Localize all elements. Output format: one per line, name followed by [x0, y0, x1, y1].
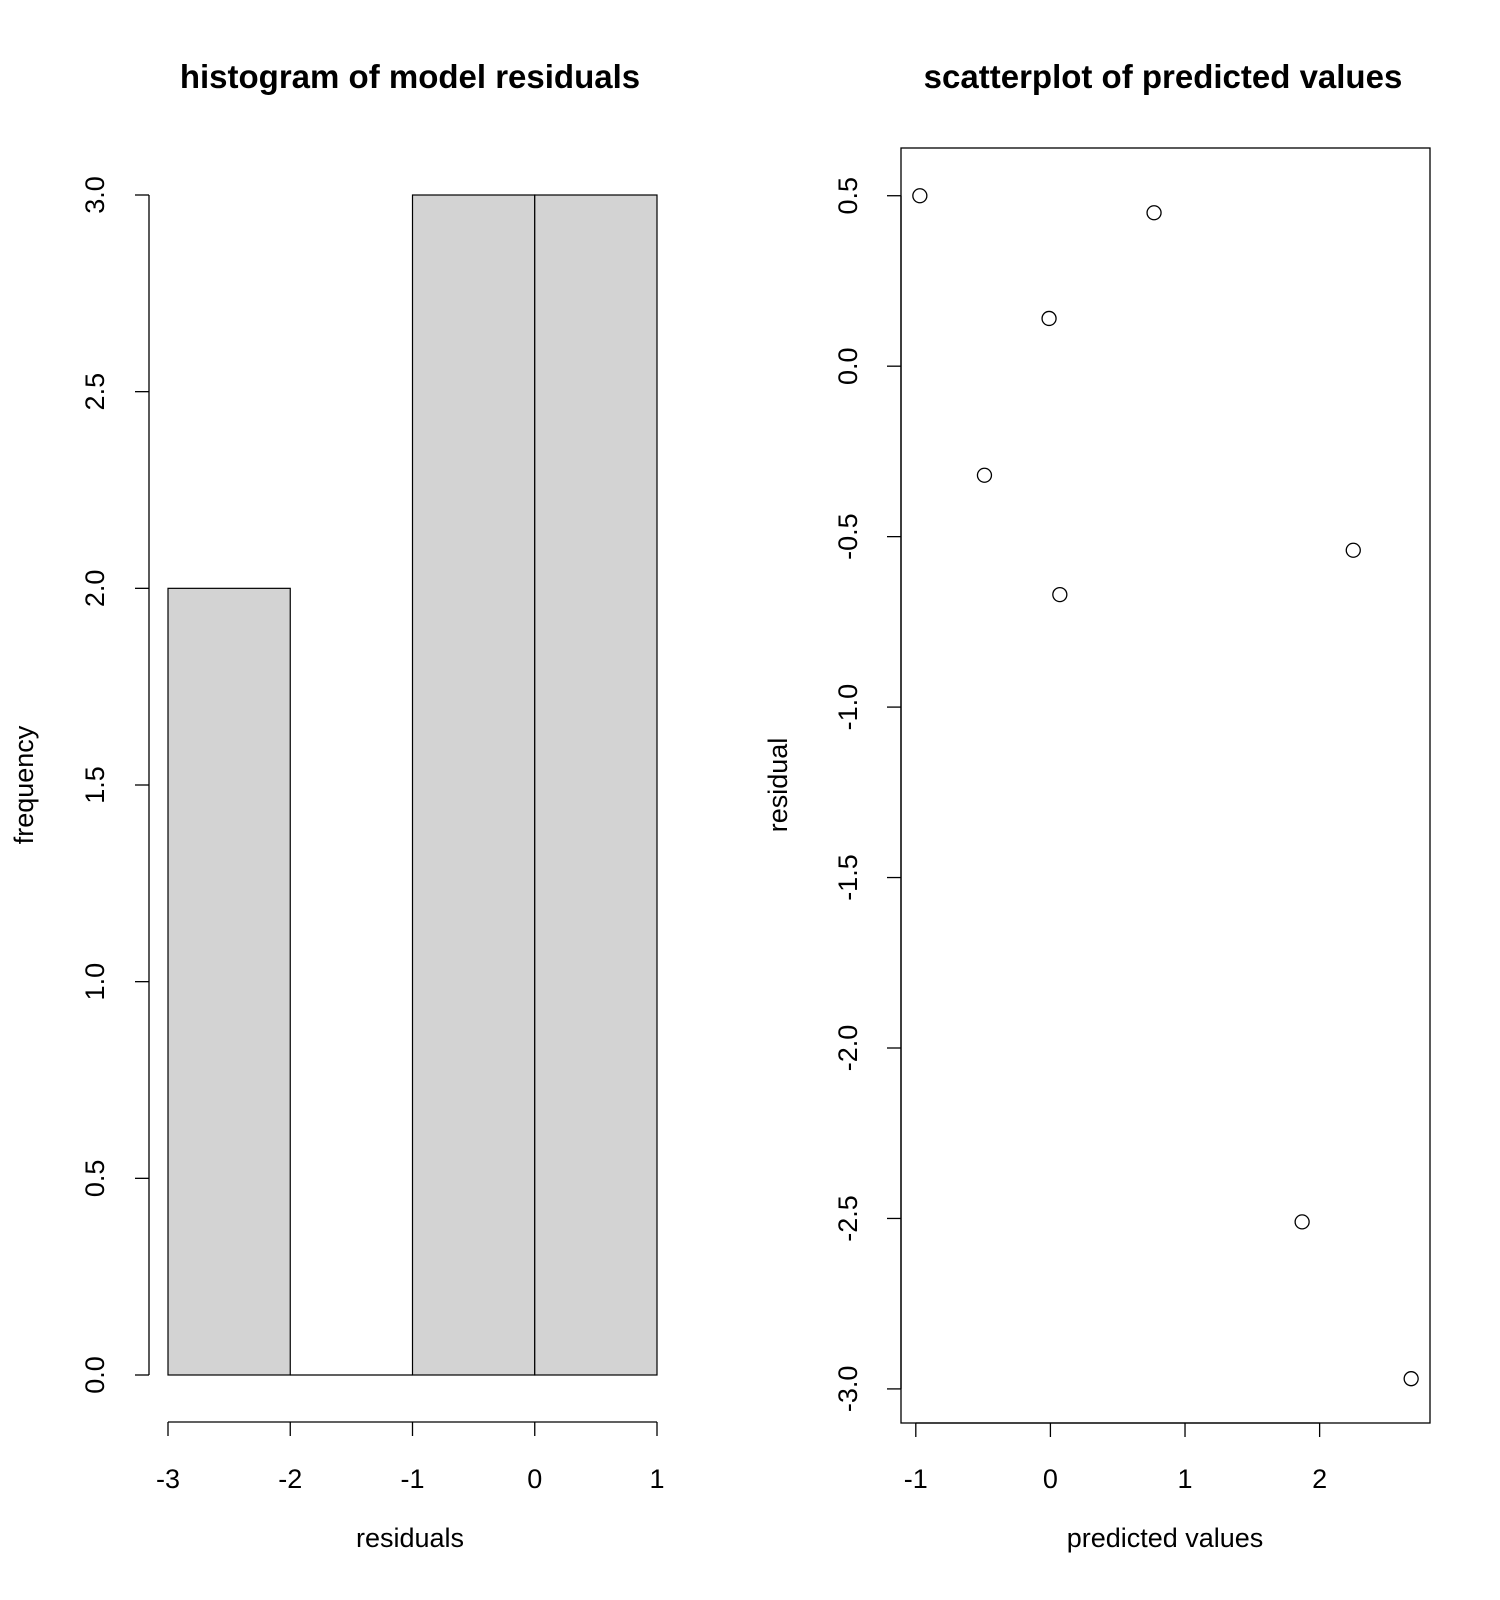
histogram-bar	[167, 587, 291, 1376]
scatterplot-y-tick-label: -2.5	[833, 1195, 863, 1242]
histogram-bar	[534, 194, 658, 1376]
histogram-title: histogram of model residuals	[180, 58, 640, 95]
histogram-y-tick-label: 2.5	[80, 373, 110, 411]
scatterplot-y-tick-label: -1.0	[833, 684, 863, 731]
histogram-y-tick-label: 2.0	[80, 570, 110, 608]
scatterplot-y-tick-label: -3.0	[833, 1366, 863, 1413]
scatterplot-points	[912, 188, 1419, 1387]
scatter-point	[976, 467, 993, 483]
histogram-y-tick-label: 0.0	[80, 1356, 110, 1394]
histogram-y-tick-label: 0.5	[80, 1160, 110, 1198]
histogram-bars	[167, 194, 658, 1376]
histogram-x-tick-label: -3	[156, 1464, 180, 1494]
scatter-point	[1052, 586, 1068, 603]
histogram-x-tick-label: -1	[400, 1464, 424, 1494]
scatter-point	[912, 188, 928, 204]
histogram-panel: histogram of model residuals -3 -2 -1 0 1 0.…	[9, 58, 665, 1553]
scatter-point	[1403, 1371, 1419, 1387]
scatterplot-title: scatterplot of predicted values	[924, 58, 1403, 95]
histogram-y-axis-label: frequency	[9, 725, 39, 844]
histogram-x-tick-label: 0	[527, 1464, 542, 1494]
scatterplot-y-axis: -3.0 -2.5 -2.0 -1.5 -1.0 -0.5 0.0 0.5	[833, 177, 902, 1413]
scatterplot-y-tick-label: -2.0	[833, 1025, 863, 1072]
histogram-x-axis-label: residuals	[356, 1523, 464, 1553]
histogram-x-axis: -3 -2 -1 0 1	[156, 1421, 665, 1494]
scatterplot-y-axis-label: residual	[763, 738, 793, 833]
scatter-point	[1345, 542, 1361, 558]
histogram-bar	[411, 194, 536, 1376]
scatterplot-x-axis: -1 0 1 2	[904, 1422, 1327, 1494]
scatterplot-x-tick-label: 1	[1178, 1464, 1193, 1494]
histogram-y-tick-label: 1.0	[80, 963, 110, 1001]
scatter-point	[1294, 1214, 1310, 1230]
scatter-point	[1041, 310, 1057, 327]
scatterplot-y-tick-label: -0.5	[833, 513, 863, 560]
scatterplot-panel: scatterplot of predicted values -1 0 1 2 -3…	[763, 58, 1431, 1553]
histogram-x-tick-label: 1	[649, 1464, 664, 1494]
histogram-y-axis: 0.0 0.5 1.0 1.5 2.0 2.5 3.0	[80, 176, 150, 1394]
scatterplot-x-tick-label: -1	[904, 1464, 928, 1494]
scatterplot-x-axis-label: predicted values	[1067, 1523, 1264, 1553]
scatterplot-x-tick-label: 0	[1043, 1464, 1058, 1494]
scatter-point	[1146, 205, 1162, 221]
scatterplot-x-tick-label: 2	[1312, 1464, 1327, 1494]
scatterplot-y-tick-label: -1.5	[833, 854, 863, 901]
histogram-y-tick-label: 1.5	[80, 766, 110, 804]
scatterplot-y-tick-label: 0.5	[833, 177, 863, 215]
histogram-y-tick-label: 3.0	[80, 176, 110, 214]
scatterplot-y-tick-label: 0.0	[833, 347, 863, 385]
histogram-x-tick-label: -2	[278, 1464, 302, 1494]
